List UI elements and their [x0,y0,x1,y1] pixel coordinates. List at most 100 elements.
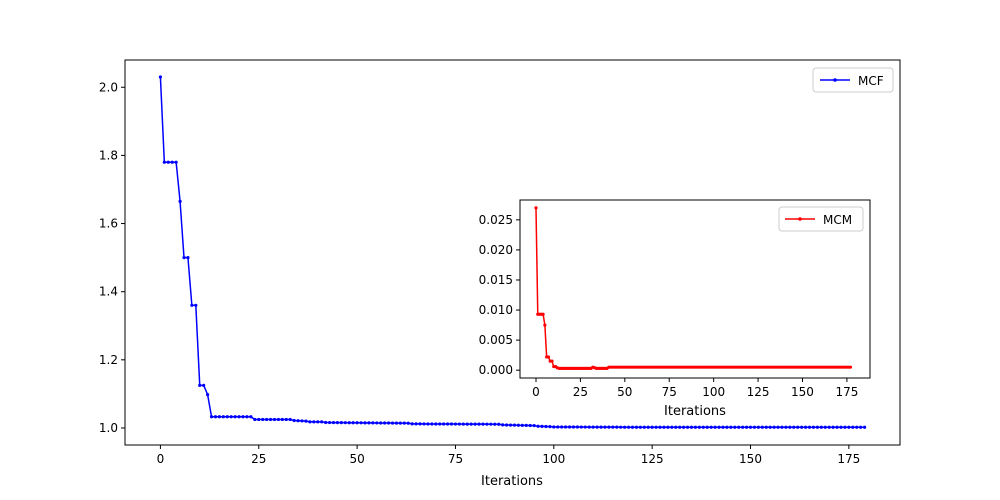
mcf-data-point [327,420,332,425]
mcf-data-point [414,422,418,426]
mcf-data-point [508,423,513,427]
mcf-data-point [752,425,757,429]
mcm-data-point [550,359,554,363]
mcf-data-point [383,421,387,425]
mcf-x-tick-label: 25 [251,452,266,466]
mcf-data-point [744,425,749,429]
mcf-data-point [717,425,721,429]
mcm-x-tick-label: 0 [532,385,540,399]
mcf-data-point [638,425,642,429]
mcf-x-tick-label: 150 [739,452,762,466]
mcf-data-point [544,424,548,429]
mcf-y-tick-label: 1.2 [99,353,118,367]
mcf-data-point [272,417,277,422]
mcf-data-point [540,424,544,428]
mcf-data-point [501,423,505,427]
mcf-data-point [670,425,674,429]
mcf-data-point [434,422,438,426]
mcf-data-point [504,423,509,427]
mcf-data-point [595,425,599,429]
mcf-data-point [682,425,686,429]
mcf-data-point [347,421,351,425]
mcf-data-point [170,160,174,164]
mcf-data-point [229,415,233,419]
mcf-data-point [658,425,662,429]
mcf-data-point [524,423,528,428]
mcf-data-point [721,425,725,429]
mcf-data-point [280,417,284,422]
mcf-data-point [359,421,363,425]
mcf-data-point [678,425,682,429]
mcm-x-tick-label: 25 [573,385,588,399]
mcf-data-point [217,415,222,419]
mcf-data-point [709,425,713,429]
mcf-data-point [626,425,631,429]
mcf-data-point [583,425,587,429]
mcf-data-point [257,417,261,422]
mcf-data-point [422,422,426,426]
mcf-data-point [650,425,654,429]
mcf-data-point [261,417,265,422]
main-x-axis-label: Iterations [481,474,543,489]
mcf-data-point [166,160,170,164]
mcf-data-point [497,422,501,426]
mcf-data-point [367,421,371,425]
main-legend-box [812,67,894,93]
inset-legend: MCM [778,206,864,232]
mcm-data-point [848,365,853,369]
mcf-x-tick-label: 75 [448,452,463,466]
mcf-data-point [811,425,816,429]
mcf-data-point [587,425,591,429]
mcf-data-point [634,425,639,429]
mcf-data-point [351,421,355,425]
mcf-data-point [162,160,166,164]
mcf-data-point [355,421,359,425]
mcf-data-point [469,422,473,426]
mcf-data-point [532,423,536,428]
mcf-data-point [194,303,198,307]
mcf-data-point [241,415,245,419]
mcf-data-point [552,425,556,429]
mcf-data-point [815,425,819,429]
mcf-data-point [662,425,666,429]
mcf-data-point [796,425,800,429]
mcf-data-point [430,422,434,426]
mcf-x-tick-label: 125 [641,452,664,466]
mcf-data-point [453,422,458,426]
mcf-data-point [760,425,764,429]
mcf-data-point [705,425,709,429]
mcm-x-tick-label: 125 [747,385,770,399]
mcf-data-point [398,421,402,425]
mcf-data-point [859,425,863,429]
mcf-data-point [674,425,678,429]
mcf-data-point [410,422,414,426]
mcf-data-point [288,417,292,422]
mcf-data-point [666,425,670,429]
inset-plot-frame [519,199,871,379]
mcf-data-point [564,425,568,429]
mcf-x-tick-label: 175 [837,452,860,466]
mcf-data-point [300,419,304,423]
mcf-y-tick-label: 1.8 [99,148,118,162]
mcf-legend-label: MCF [858,74,884,88]
mcm-x-tick-label: 50 [617,385,632,399]
mcf-data-point [528,423,532,428]
mcf-data-point [402,421,406,425]
mcf-data-point [268,417,273,422]
mcf-data-point [701,425,705,429]
mcf-y-tick-label: 2.0 [99,80,118,94]
mcf-data-point [312,420,316,424]
mcf-data-point [394,421,399,425]
mcf-data-point [198,383,202,387]
mcf-data-point [213,415,218,419]
mcf-data-point [206,392,210,397]
mcm-x-tick-label: 100 [702,385,725,399]
mcf-data-point [843,425,847,429]
mcf-data-point [343,421,347,425]
mcf-data-point [438,422,442,426]
mcf-data-point [599,425,603,429]
mcf-x-tick-label: 0 [157,452,165,466]
mcf-data-point [225,415,229,419]
mcf-data-point [689,425,694,429]
mcf-data-point [406,421,410,425]
